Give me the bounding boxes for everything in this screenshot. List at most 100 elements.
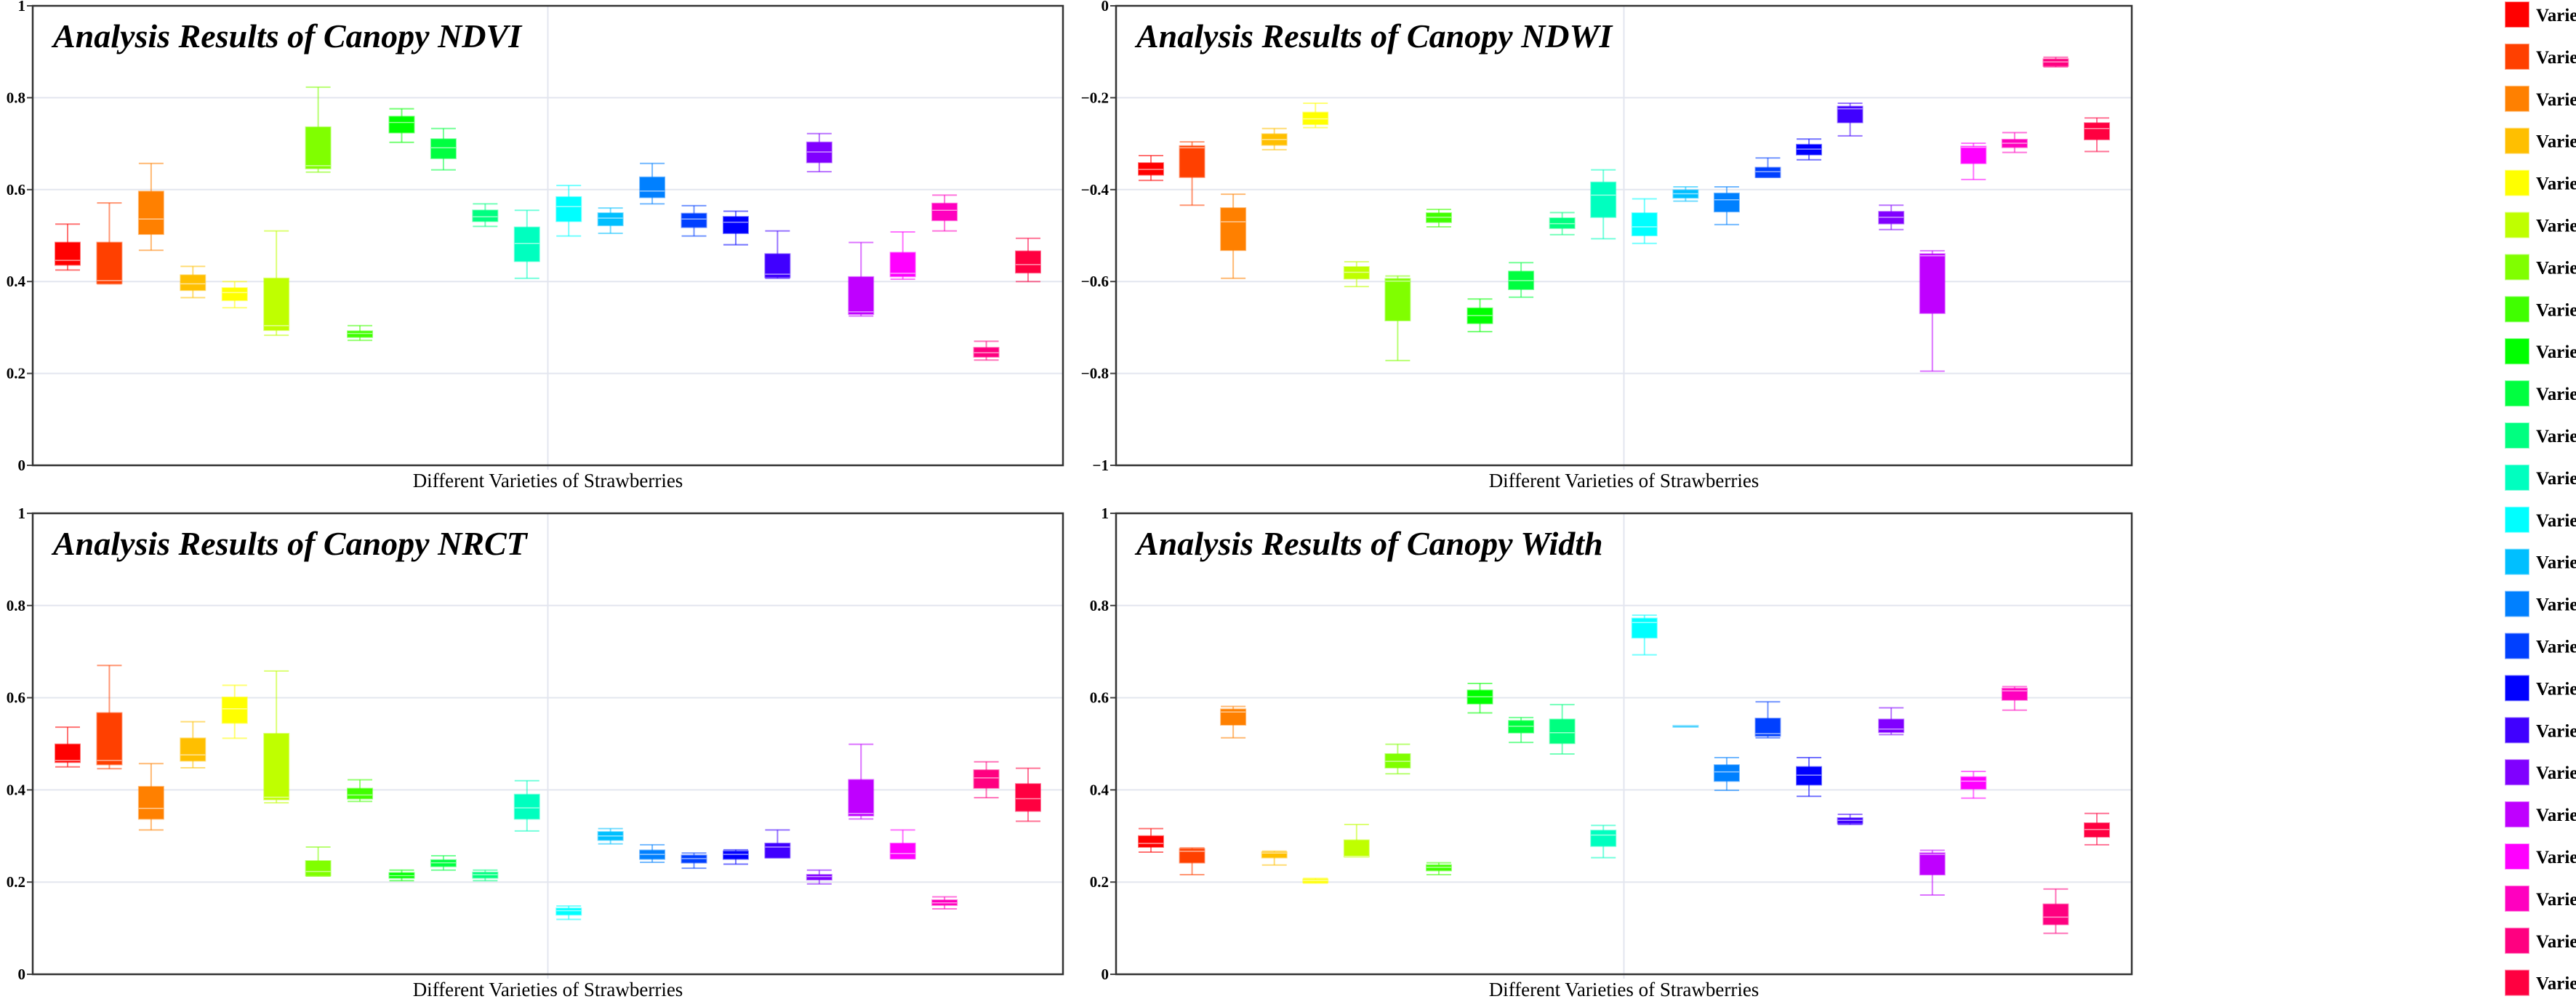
- legend-item-variety-14: Variety 14: [2505, 548, 2576, 575]
- legend-swatch: [2505, 85, 2529, 112]
- box-variety-17: [722, 210, 749, 246]
- box-variety-23: [2042, 888, 2069, 934]
- box-variety-3: [1220, 705, 1247, 739]
- iqr-box: [555, 196, 582, 222]
- iqr-box: [1631, 617, 1658, 639]
- legend-item-variety-19: Variety 19: [2505, 759, 2576, 786]
- box-variety-11: [1549, 704, 1576, 755]
- y-tick-label: 0.4: [7, 273, 26, 290]
- box-variety-13: [555, 185, 582, 237]
- chart-title: Analysis Results of Canopy NRCT: [51, 525, 529, 562]
- box-variety-22: [931, 194, 958, 232]
- iqr-box: [347, 330, 374, 338]
- legend-item-variety-12: Variety 12: [2505, 464, 2576, 491]
- y-tick-label: −0.8: [1081, 365, 1109, 382]
- plot-frame: [1115, 512, 2133, 976]
- iqr-box: [1754, 166, 1781, 178]
- box-variety-2: [1179, 847, 1205, 876]
- legend-label: Variety 20: [2536, 806, 2576, 825]
- iqr-box: [2042, 903, 2069, 926]
- box-variety-12: [1590, 169, 1617, 240]
- box-variety-4: [1261, 850, 1288, 866]
- box-variety-21: [889, 230, 916, 281]
- box-variety-23: [2042, 56, 2069, 68]
- box-variety-11: [472, 203, 499, 228]
- box-variety-16: [1754, 701, 1781, 739]
- box-variety-16: [681, 204, 707, 237]
- legend-swatch: [2505, 506, 2529, 533]
- iqr-box: [722, 216, 749, 234]
- y-tick-label: 0.2: [7, 365, 25, 382]
- iqr-box: [1015, 783, 1041, 812]
- box-variety-18: [1837, 102, 1863, 137]
- box-variety-3: [137, 162, 164, 252]
- y-tick-label: −1: [1093, 457, 1109, 474]
- legend-item-variety-6: Variety 6: [2505, 212, 2576, 238]
- iqr-box: [221, 696, 248, 724]
- legend-label: Variety 3: [2536, 90, 2576, 110]
- y-tick-label: 0: [18, 457, 26, 474]
- box-variety-5: [221, 281, 248, 309]
- iqr-box: [137, 785, 164, 820]
- legend-label: Variety 1: [2536, 6, 2576, 25]
- box-variety-13: [1631, 198, 1658, 244]
- legend-item-variety-20: Variety 20: [2505, 801, 2576, 828]
- iqr-box: [180, 737, 206, 762]
- legend-item-variety-10: Variety 10: [2505, 380, 2576, 407]
- box-variety-7: [1384, 743, 1411, 775]
- iqr-box: [1384, 278, 1411, 321]
- legend-item-variety-17: Variety 17: [2505, 675, 2576, 702]
- legend-label: Variety 14: [2536, 553, 2576, 573]
- box-variety-9: [388, 869, 415, 882]
- box-variety-14: [597, 827, 624, 845]
- box-variety-7: [305, 846, 332, 877]
- legend-swatch: [2505, 801, 2529, 828]
- box-variety-21: [889, 829, 916, 859]
- legend-label: Variety 21: [2536, 848, 2576, 867]
- y-tick-label: −0.2: [1081, 89, 1109, 106]
- y-tick-label: 0.6: [7, 689, 25, 707]
- legend-swatch: [2505, 590, 2529, 617]
- iqr-box: [1713, 764, 1740, 782]
- box-variety-20: [1919, 849, 1946, 896]
- box-variety-15: [639, 162, 666, 205]
- box-variety-2: [1179, 141, 1205, 206]
- iqr-box: [1590, 181, 1617, 218]
- iqr-box: [848, 276, 875, 316]
- iqr-box: [2001, 687, 2028, 701]
- box-variety-18: [1837, 814, 1863, 825]
- box-variety-23: [973, 761, 1000, 799]
- iqr-box: [1179, 145, 1205, 178]
- iqr-box: [806, 874, 832, 881]
- legend-swatch: [2505, 254, 2529, 281]
- iqr-box: [137, 190, 164, 236]
- legend-swatch: [2505, 969, 2529, 996]
- box-variety-19: [1878, 707, 1905, 736]
- legend-label: Variety 15: [2536, 595, 2576, 615]
- legend-label: Variety 2: [2536, 48, 2576, 68]
- box-variety-9: [1466, 682, 1493, 714]
- box-variety-3: [1220, 193, 1247, 279]
- chart-title: Analysis Results of Canopy Width: [1134, 525, 1603, 562]
- legend-label: Variety 5: [2536, 174, 2576, 194]
- iqr-box: [55, 241, 81, 266]
- box-variety-11: [1549, 212, 1576, 236]
- iqr-box: [305, 860, 332, 877]
- x-axis-label: Different Varieties of Strawberries: [413, 470, 683, 492]
- box-variety-24: [1015, 767, 1041, 822]
- iqr-box: [263, 277, 290, 332]
- box-variety-15: [1713, 757, 1740, 792]
- legend-label: Variety 17: [2536, 679, 2576, 699]
- legend-label: Variety 12: [2536, 469, 2576, 489]
- legend-swatch: [2505, 296, 2529, 323]
- iqr-box: [1960, 145, 1987, 164]
- iqr-box: [1261, 851, 1288, 859]
- legend-label: Variety 4: [2536, 132, 2576, 152]
- iqr-box: [555, 907, 582, 916]
- box-variety-1: [1138, 827, 1164, 853]
- iqr-box: [305, 126, 332, 169]
- box-variety-1: [55, 726, 81, 768]
- box-variety-14: [1672, 186, 1699, 202]
- plot-frame: [31, 4, 1064, 467]
